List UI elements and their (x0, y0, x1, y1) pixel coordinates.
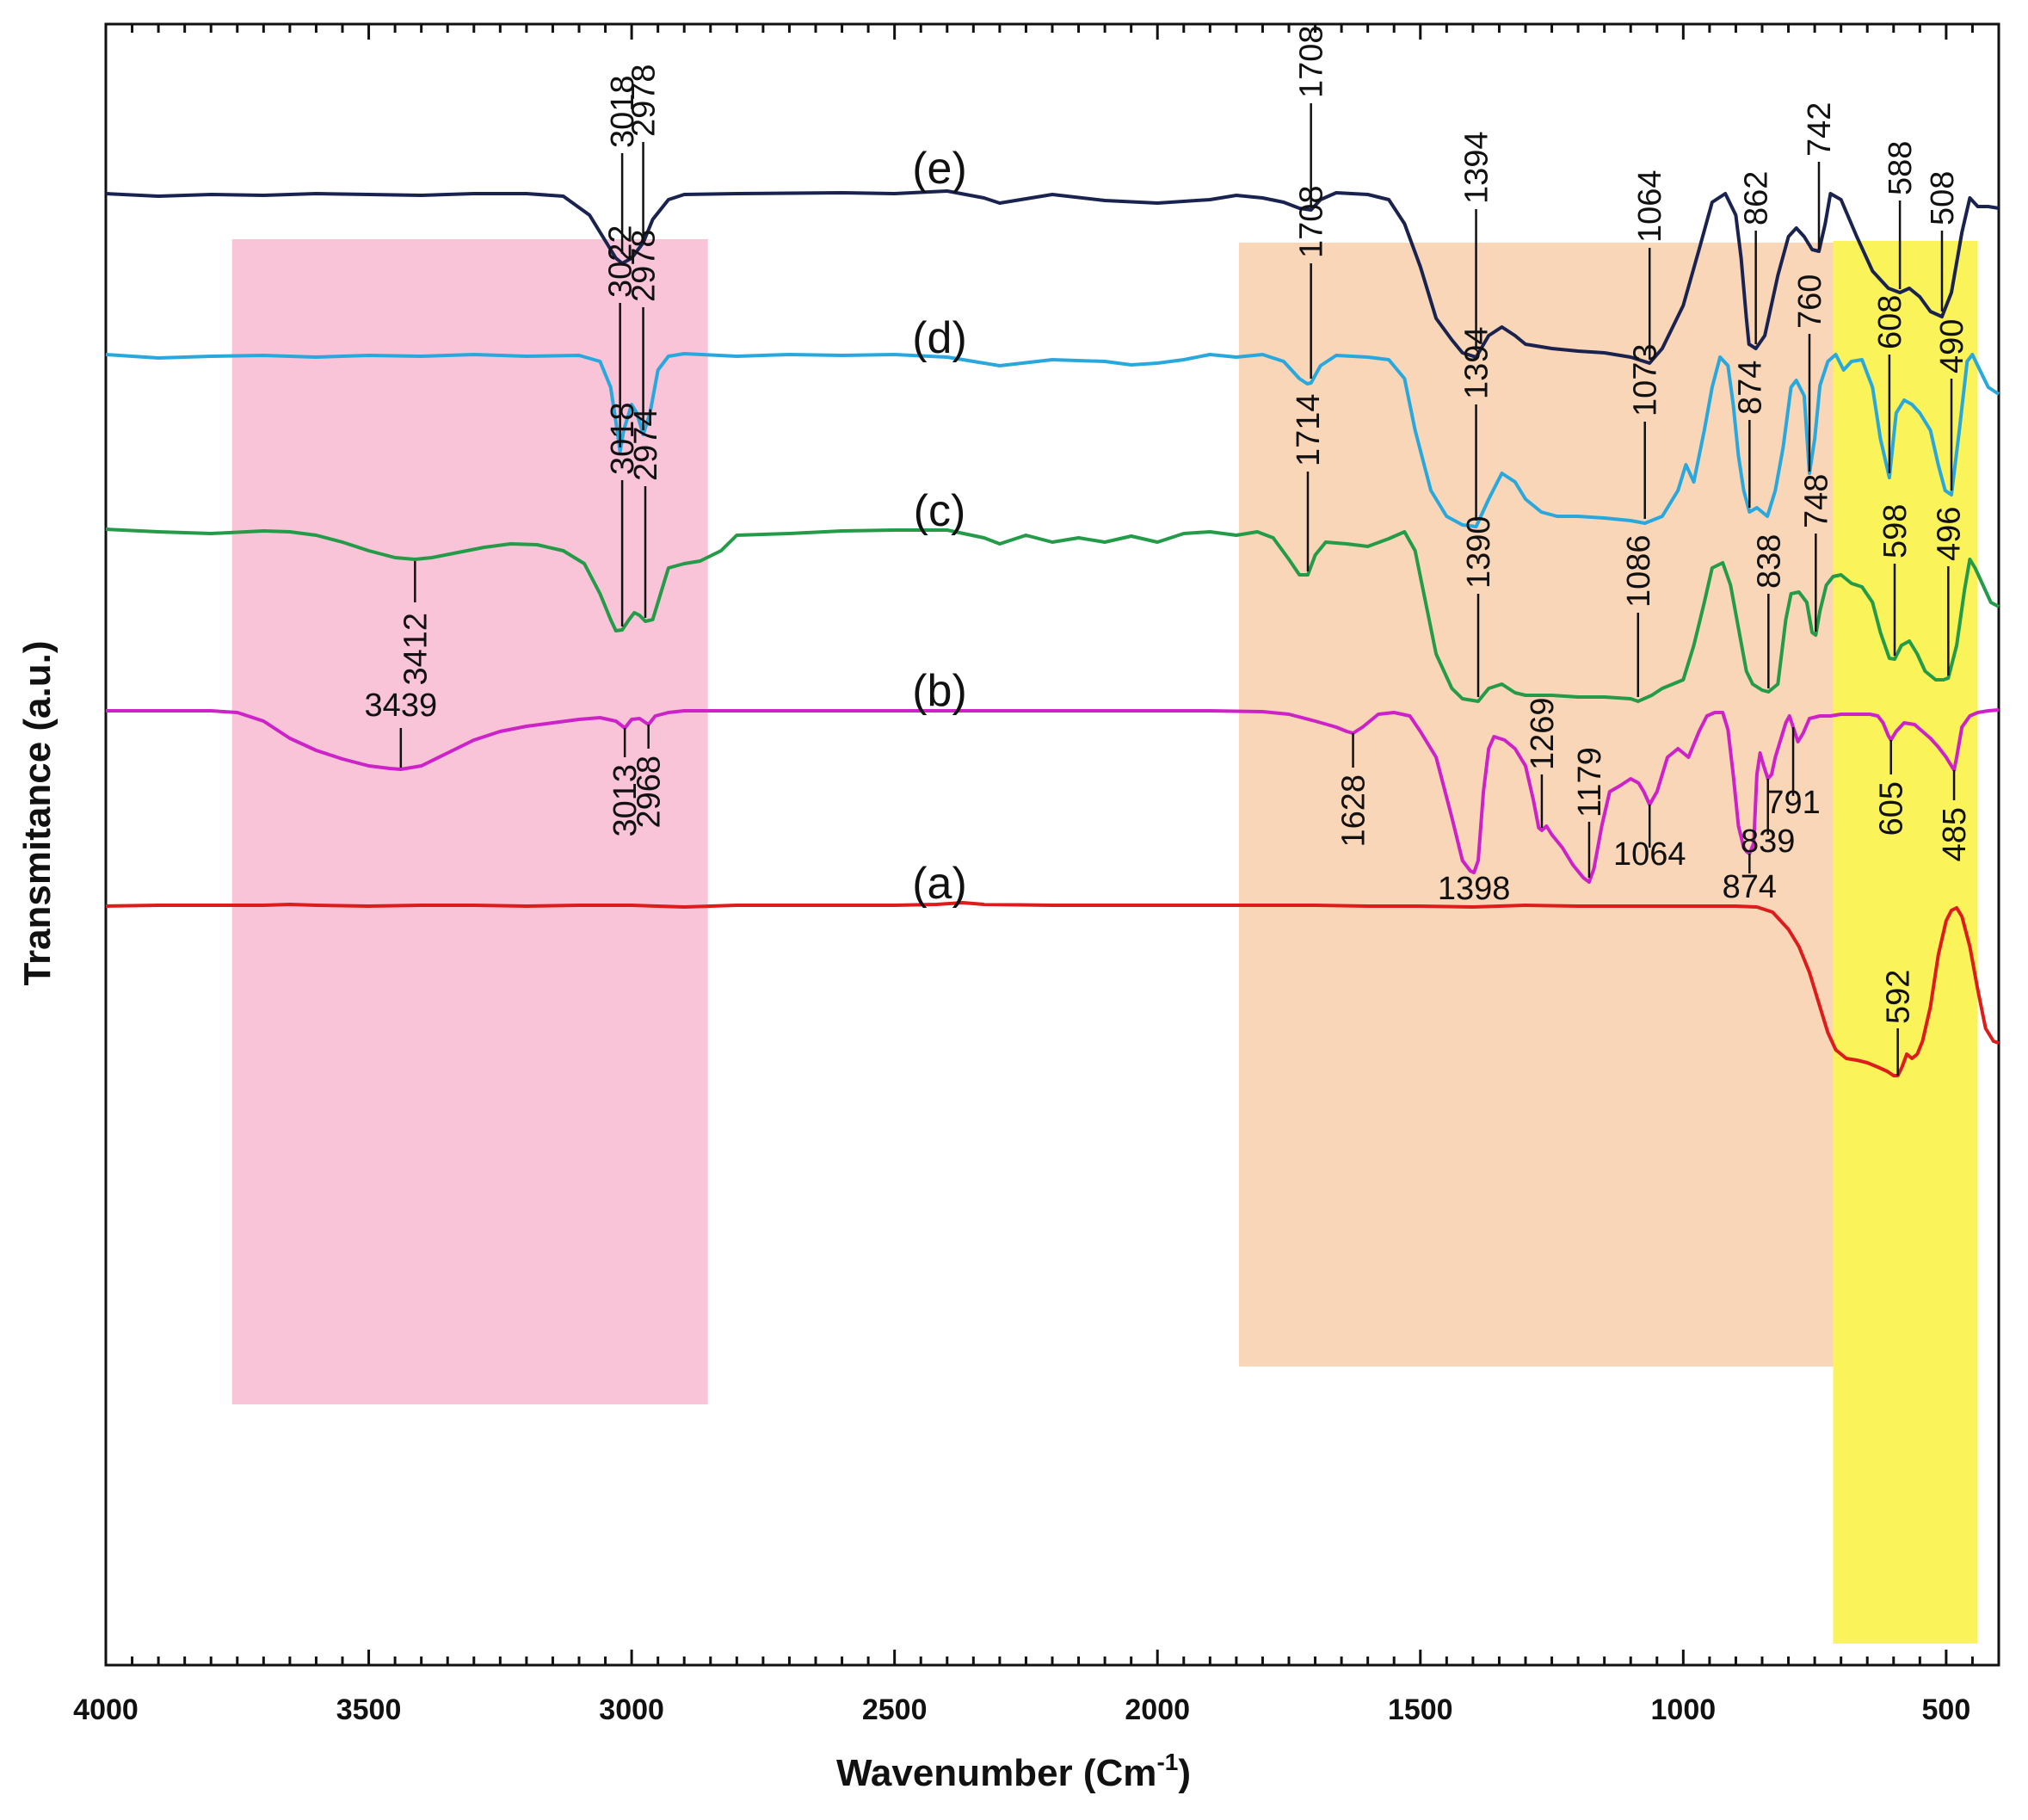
peak-label: 592 (1881, 970, 1917, 1024)
x-tick-label: 2500 (862, 1694, 928, 1726)
peak-label: 1398 (1438, 871, 1511, 907)
spectrum-b (106, 708, 2000, 884)
curve-label-e: (e) (912, 144, 967, 194)
curve-label-a: (a) (912, 859, 967, 909)
peak-label: 1086 (1621, 534, 1657, 608)
peak-label: 608 (1872, 295, 1908, 349)
curve-label-d: (d) (912, 313, 967, 363)
peak-label: 2968 (632, 756, 668, 829)
x-axis-title: Wavenumber (Cm-1) (836, 1749, 1191, 1794)
y-axis-title: Transmitance (a.u.) (16, 640, 59, 985)
peak-label: 1073 (1628, 343, 1664, 416)
peak-label: 3412 (398, 613, 434, 686)
peak-label: 838 (1751, 534, 1787, 589)
peak-label: 1708 (1294, 185, 1330, 258)
peak-label: 1390 (1461, 515, 1497, 589)
x-axis-tick-labels: 4000 3500 3000 2500 2000 1500 1000 500 (73, 1694, 1970, 1726)
peak-label: 1064 (1613, 836, 1686, 873)
peak-label: 485 (1937, 807, 1973, 861)
peak-label: 490 (1934, 319, 1970, 373)
x-axis-title-main: Wavenumber (Cm (836, 1752, 1156, 1794)
spectrum-d (105, 352, 2000, 528)
x-tick-label: 4000 (73, 1694, 139, 1726)
peak-label: 605 (1874, 781, 1910, 836)
peak-label: 874 (1732, 361, 1768, 415)
peak-label: 496 (1931, 507, 1967, 561)
peak-label: 588 (1883, 141, 1919, 195)
peak-label: 598 (1877, 504, 1914, 558)
peak-label: 1179 (1572, 747, 1608, 817)
peak-label: 1394 (1459, 131, 1495, 204)
peak-label: 1064 (1632, 170, 1668, 243)
curve-label-c: (c) (914, 486, 966, 536)
peak-label: 3439 (365, 688, 438, 724)
x-tick-label: 1000 (1651, 1694, 1717, 1726)
peak-label: 3018 (605, 75, 641, 148)
spectrum-e (105, 189, 2000, 365)
peak-label: 1269 (1525, 697, 1561, 770)
x-tick-label: 3000 (599, 1694, 664, 1726)
peak-label: 508 (1925, 171, 1961, 225)
spectrum-a (105, 901, 2000, 1077)
peak-label: 1394 (1459, 326, 1495, 399)
peak-label: 862 (1739, 171, 1775, 225)
peak-label: 760 (1792, 275, 1828, 329)
highlight-regions (231, 239, 1978, 1644)
x-tick-label: 500 (1922, 1694, 1971, 1726)
peak-label: 839 (1741, 824, 1795, 860)
peak-label: 1628 (1336, 774, 1372, 848)
peak-label: 3018 (605, 402, 641, 475)
peak-label: 3022 (603, 225, 639, 298)
peak-label: 3013 (607, 764, 644, 837)
x-tick-label: 3500 (336, 1694, 402, 1726)
peak-label: 791 (1766, 785, 1820, 821)
x-axis-title-close: ) (1178, 1752, 1191, 1794)
peak-label: 1708 (1294, 25, 1330, 98)
pink-region (231, 239, 708, 1404)
peak-label: 748 (1798, 474, 1834, 528)
x-tick-label: 1500 (1388, 1694, 1453, 1726)
peak-label: 2978 (626, 229, 663, 302)
x-tick-label: 2000 (1125, 1694, 1190, 1726)
curve-labels: (e) (d) (c) (b) (a) (912, 144, 967, 909)
peak-label: 2974 (628, 408, 664, 481)
x-axis-title-superscript: -1 (1156, 1749, 1178, 1775)
spectra (105, 189, 2000, 1077)
peak-label: 874 (1723, 869, 1777, 905)
curve-label-b: (b) (912, 666, 967, 716)
spectrum-c (105, 527, 2000, 703)
peak-label: 742 (1802, 102, 1838, 157)
peak-label: 1714 (1291, 393, 1327, 466)
x-axis-ticks (104, 24, 1974, 1665)
peak-label: 2978 (626, 64, 663, 137)
